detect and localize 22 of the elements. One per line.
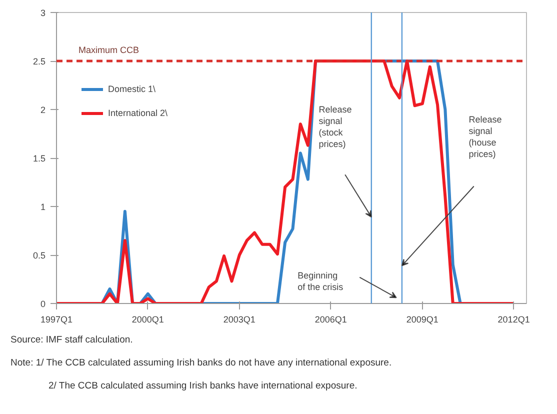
- x-tick-label: 2000Q1: [132, 314, 164, 324]
- x-tick-label: 2012Q1: [498, 314, 530, 324]
- annotation: Release signal (house prices): [468, 114, 502, 159]
- y-tick-label: 1.5: [32, 154, 46, 164]
- text: Note: 1/ The CCB calculated assuming Irish banks do not have any international exposure.: [10, 358, 392, 368]
- y-tick-label: 0.5: [32, 250, 46, 260]
- y-tick-label: 0: [40, 299, 46, 309]
- ref-line-label: Maximum CCB: [78, 45, 140, 55]
- x-tick-label: 1997Q1: [40, 314, 73, 324]
- y-tick-label: 2: [40, 105, 46, 115]
- x-tick-label: 2006Q1: [314, 314, 347, 324]
- source-note: Source: IMF staff calculation.: [10, 334, 133, 346]
- text: 2/ The CCB calculated assuming Irish banks have international exposure.: [48, 380, 358, 392]
- x-tick-label: 2009Q1: [406, 314, 438, 324]
- legend-label: Domestic 1\: [108, 83, 156, 95]
- x-tick-label: 2003Q1: [223, 314, 256, 324]
- y-tick-label: 2.5: [32, 56, 46, 66]
- y-tick-label: 1: [40, 202, 46, 212]
- annotation: Release signal (stock prices): [318, 104, 352, 150]
- legend-label: International 2\: [108, 107, 168, 119]
- annotation: Beginning of the crisis: [298, 270, 344, 292]
- y-tick-label: 3: [40, 8, 46, 18]
